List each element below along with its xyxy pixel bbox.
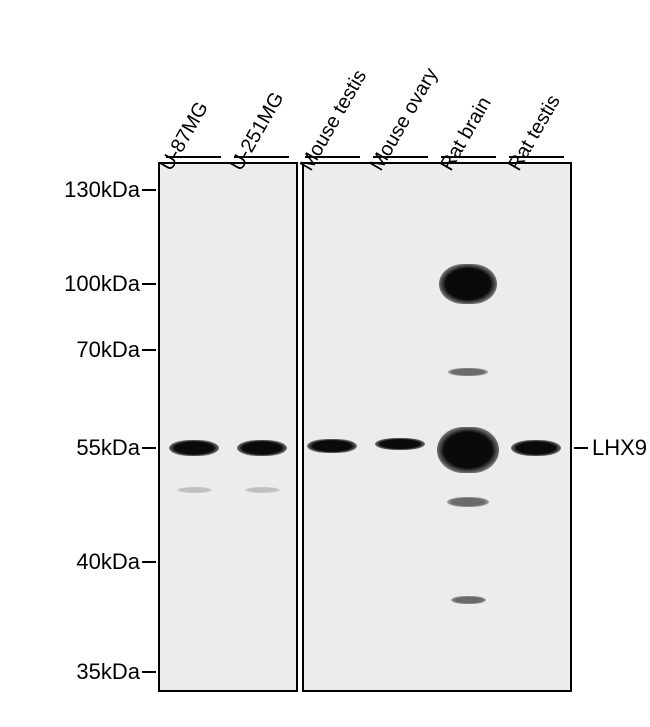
lane-header: Mouse ovary xyxy=(366,64,443,175)
lane-underline xyxy=(441,156,496,158)
lane-underline xyxy=(509,156,564,158)
blot-band xyxy=(169,440,219,456)
mw-marker-label: 70kDa xyxy=(76,337,140,363)
mw-marker-tick xyxy=(142,561,156,563)
blot-band xyxy=(375,438,425,450)
blot-band xyxy=(245,487,280,493)
gel-frame-1 xyxy=(158,162,298,692)
mw-marker-label: 35kDa xyxy=(76,659,140,685)
gel-background xyxy=(304,164,570,690)
blot-band xyxy=(437,427,500,473)
mw-marker-tick xyxy=(142,671,156,673)
target-tick xyxy=(574,447,588,449)
mw-marker-tick xyxy=(142,447,156,449)
lane-underline xyxy=(234,156,289,158)
blot-band xyxy=(447,497,490,507)
mw-marker-tick xyxy=(142,283,156,285)
mw-marker-label: 40kDa xyxy=(76,549,140,575)
blot-band xyxy=(307,439,357,453)
mw-marker-tick xyxy=(142,349,156,351)
blot-band xyxy=(439,264,497,304)
lane-underline xyxy=(373,156,428,158)
mw-marker-tick xyxy=(142,189,156,191)
blot-band xyxy=(448,368,488,376)
blot-band xyxy=(237,440,287,456)
mw-marker-label: 100kDa xyxy=(64,271,140,297)
blot-band xyxy=(511,440,561,456)
gel-background xyxy=(160,164,296,690)
lane-header: Mouse testis xyxy=(296,66,372,175)
lane-underline xyxy=(166,156,221,158)
target-label: LHX9 xyxy=(592,435,647,461)
mw-marker-label: 130kDa xyxy=(64,177,140,203)
lane-underline xyxy=(305,156,360,158)
blot-band xyxy=(177,487,212,493)
mw-marker-label: 55kDa xyxy=(76,435,140,461)
blot-band xyxy=(451,596,486,604)
gel-frame-2 xyxy=(302,162,572,692)
